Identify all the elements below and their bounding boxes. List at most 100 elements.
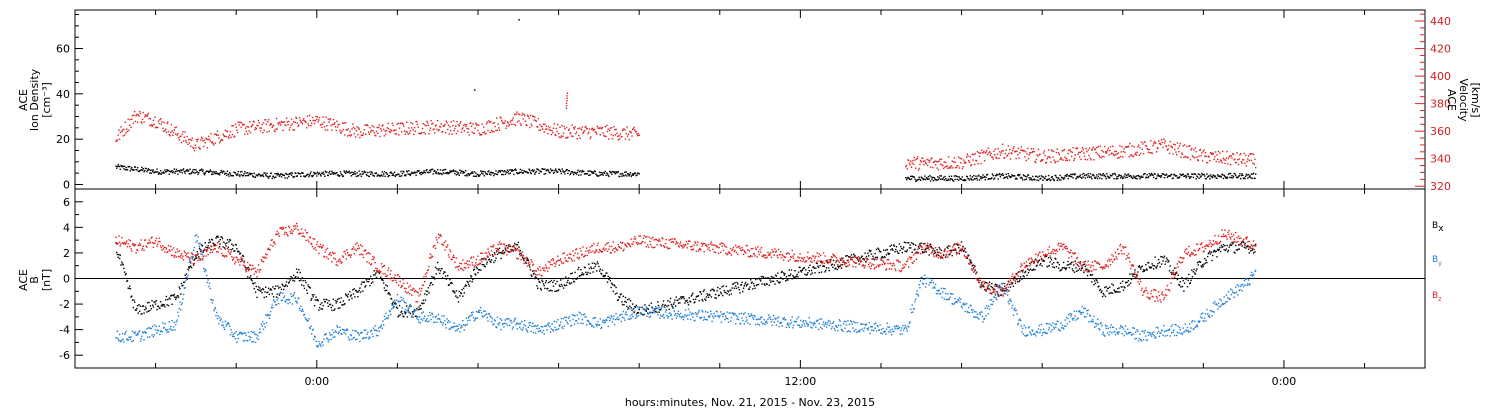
data-point [237,250,239,252]
data-point [1187,156,1189,158]
data-point [1125,174,1127,176]
data-point [444,124,446,126]
data-point [265,296,268,298]
data-point [637,306,639,308]
data-point [1065,267,1068,269]
data-point [722,285,725,287]
data-point [533,272,535,275]
data-point [202,251,204,253]
data-point [130,126,132,128]
data-point [259,130,262,132]
data-point [637,315,640,317]
data-point [366,333,368,335]
data-point [226,324,228,326]
data-point [557,289,560,291]
data-point [481,123,483,125]
data-point [560,170,562,173]
data-point [497,123,499,125]
data-point [161,172,163,174]
data-point [1209,178,1211,180]
data-point [572,278,574,280]
data-point [309,327,311,330]
data-point [249,336,252,338]
data-point [154,301,156,303]
data-point [389,131,391,134]
data-point [179,301,181,303]
data-point [518,323,520,325]
data-point [745,285,748,287]
data-point [970,262,973,264]
data-point [583,313,586,315]
data-point [550,328,553,330]
data-point [1005,149,1007,151]
data-point [238,333,240,335]
data-point [1234,173,1236,175]
data-point [338,297,340,300]
data-point [667,304,670,307]
data-point [493,130,495,133]
data-point [463,130,465,132]
data-point [218,174,221,176]
data-point [1050,259,1053,261]
data-point [547,125,550,128]
data-point [857,258,859,260]
data-point [483,264,485,266]
data-point [380,174,383,176]
data-point [594,265,596,267]
data-point [361,134,363,136]
data-point [1172,177,1174,179]
data-point [260,323,263,325]
data-point [385,172,388,174]
data-point [864,252,866,254]
data-point [544,172,547,175]
data-point [467,317,470,319]
data-point [403,311,406,313]
data-point [747,283,749,285]
data-point [313,122,316,125]
data-point [351,338,353,340]
data-point [560,172,563,175]
data-point [1076,147,1079,149]
data-point [426,171,429,173]
data-point [438,268,440,270]
data-point [455,132,458,135]
data-point [938,160,940,162]
data-point [152,171,154,173]
data-point [237,170,239,173]
data-point [1231,157,1233,159]
data-point [1132,155,1135,158]
data-point [472,172,474,174]
data-point [479,174,481,176]
data-point [420,318,422,320]
data-point [320,124,322,126]
data-point [440,123,442,125]
data-point [127,166,129,168]
data-point [1017,147,1020,150]
data-point [363,129,365,131]
data-point [348,134,350,136]
data-point [457,173,459,175]
data-point [125,167,127,169]
data-point [1109,176,1111,179]
data-point [422,311,424,313]
data-point [1147,177,1149,179]
data-point [1227,173,1230,176]
data-point [269,124,271,126]
data-point [367,331,369,333]
data-point [939,248,941,250]
data-point [571,171,573,173]
data-point [190,266,193,269]
data-point [1162,260,1164,262]
data-point [942,178,944,180]
data-point [1022,179,1024,181]
data-point [257,338,260,341]
data-point [493,174,495,177]
data-point [263,172,265,174]
data-point [993,177,996,179]
data-point [300,279,302,281]
data-point [1159,175,1161,177]
data-point [210,170,212,173]
data-point [434,132,436,134]
data-point [266,314,268,317]
data-point [197,236,199,238]
